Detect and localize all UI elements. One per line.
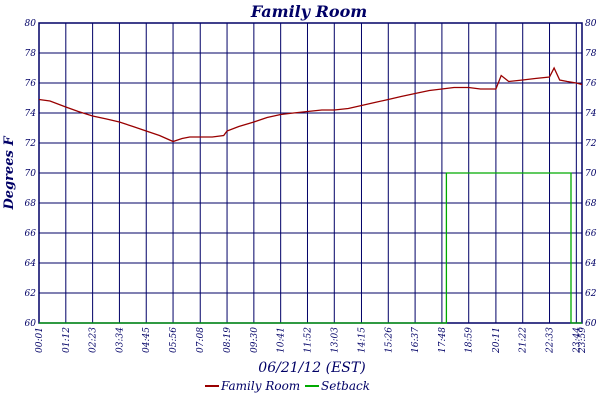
- y-tick-label-right: 74: [585, 109, 597, 119]
- y-tick-label-right: 78: [585, 49, 597, 59]
- y-tick-label-left: 78: [25, 49, 37, 59]
- y-tick-label-right: 66: [585, 229, 597, 239]
- series-line: [39, 172, 582, 324]
- y-tick-label-right: 80: [585, 19, 597, 29]
- x-tick-label: 04:45: [142, 327, 152, 353]
- x-tick-label: 01:12: [62, 327, 72, 353]
- grid: [38, 22, 583, 324]
- y-tick-label-left: 70: [25, 169, 37, 179]
- y-tick-label-left: 76: [25, 79, 37, 89]
- y-tick-label-left: 64: [25, 259, 37, 269]
- x-tick-label: 23:44: [572, 327, 582, 354]
- x-tick-label: 17:48: [438, 327, 448, 353]
- x-tick-label: 11:52: [303, 327, 313, 353]
- y-tick-label-left: 66: [25, 229, 37, 239]
- series-lines: [38, 66, 583, 324]
- x-tick-label: 14:15: [357, 327, 367, 353]
- x-tick-label: 09:30: [250, 327, 260, 353]
- legend: Family Room Setback: [205, 379, 370, 393]
- y-tick-label-left: 72: [25, 139, 37, 149]
- x-tick-label: 18:59: [465, 327, 475, 353]
- y-tick-label-right: 70: [585, 169, 597, 179]
- y-tick-label-right: 68: [585, 199, 597, 209]
- x-tick-label: 23:59: [578, 327, 588, 354]
- legend-label: Setback: [321, 379, 370, 393]
- y-tick-label-right: 62: [585, 289, 597, 299]
- y-tick-label-left: 68: [25, 199, 37, 209]
- series-line: [38, 66, 583, 143]
- legend-label: Family Room: [220, 379, 300, 393]
- y-tick-label-left: 60: [25, 319, 37, 329]
- y-tick-label-left: 62: [25, 289, 37, 299]
- x-tick-label: 20:11: [492, 327, 502, 354]
- y-tick-label-right: 64: [585, 259, 597, 269]
- x-tick-label: 22:33: [546, 327, 556, 354]
- x-axis-label: 06/21/12 (EST): [258, 360, 365, 376]
- x-tick-label: 07:08: [196, 327, 206, 353]
- x-tick-label: 08:19: [223, 327, 233, 353]
- x-tick-label: 05:56: [169, 327, 179, 353]
- chart-title: Family Room: [250, 2, 367, 21]
- x-tick-label: 16:37: [411, 327, 421, 353]
- x-tick-label: 10:41: [277, 327, 287, 353]
- x-tick-label: 13:03: [330, 327, 340, 353]
- x-tick-label: 21:22: [519, 327, 529, 354]
- x-tick-label: 15:26: [384, 327, 394, 353]
- tick-labels: 60 60 62 62 64 64 66 66 68 68 70 70 72 72 74 74 76 76 78 78…: [25, 19, 597, 354]
- y-tick-label-right: 76: [585, 79, 597, 89]
- y-tick-label-left: 74: [25, 109, 37, 119]
- y-tick-label-right: 72: [585, 139, 597, 149]
- y-axis-label: Degrees F: [2, 136, 17, 211]
- y-tick-label-right: 60: [585, 319, 597, 329]
- x-tick-label: 00:01: [35, 327, 45, 353]
- x-tick-label: 02:23: [89, 327, 99, 353]
- x-tick-label: 03:34: [115, 327, 125, 353]
- y-tick-label-left: 80: [25, 19, 37, 29]
